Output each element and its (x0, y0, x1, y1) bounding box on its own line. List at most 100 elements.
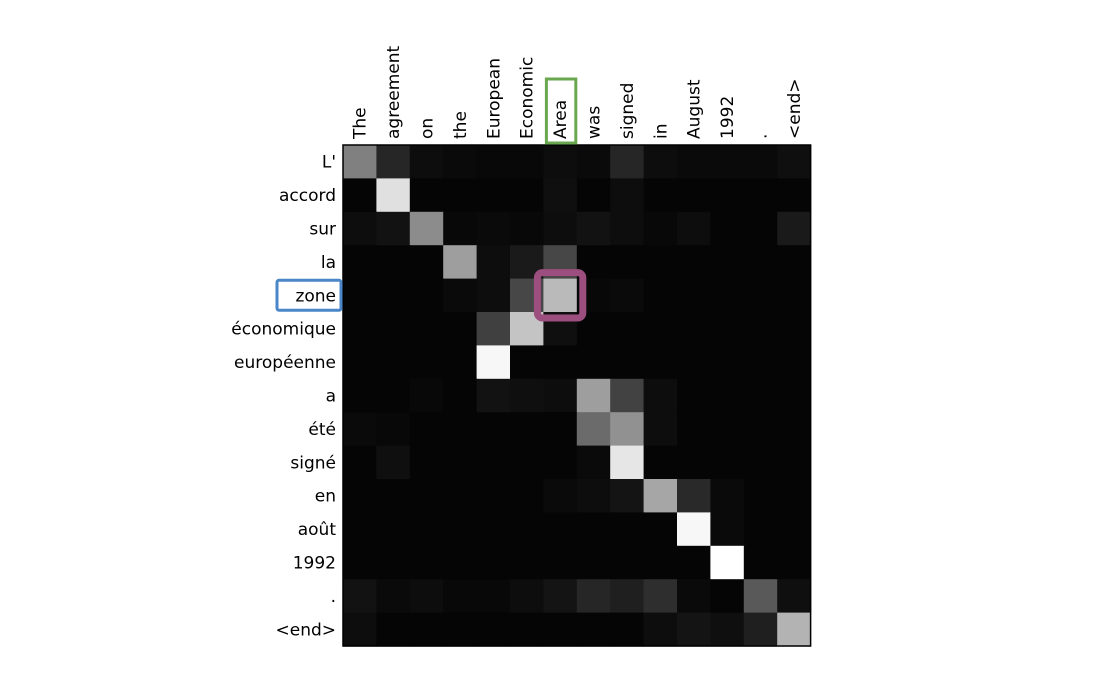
cell-14-1 (376, 612, 411, 647)
cell-11-13 (777, 512, 812, 547)
cell-0-9 (643, 145, 678, 179)
y-label-conomique: économique (231, 320, 336, 340)
highlight-x-area (544, 77, 578, 145)
cell-14-8 (610, 612, 645, 647)
cell-8-4 (476, 412, 511, 447)
x-tick-labels: The agreement on the European Economic Area was… (351, 45, 805, 140)
cell-2-10 (677, 211, 711, 246)
cell-9-9 (643, 445, 678, 480)
cell-7-4 (476, 378, 511, 413)
cell-0-7 (576, 145, 611, 179)
cell-6-1 (376, 345, 411, 380)
cell-8-0 (343, 412, 377, 447)
cell-6-13 (777, 345, 812, 380)
cell-0-5 (510, 145, 544, 179)
cell-12-13 (777, 545, 812, 580)
cell-9-13 (777, 445, 812, 480)
y-label-sign: signé (290, 453, 336, 473)
cell-6-4 (476, 345, 511, 380)
x-label-1992: 1992 (718, 96, 738, 139)
cell-10-4 (476, 479, 511, 513)
cell-14-2 (409, 612, 444, 647)
cell-1-5 (510, 178, 544, 213)
cell-8-3 (443, 412, 478, 447)
highlight-boxes (275, 77, 587, 322)
cell-1-9 (643, 178, 678, 213)
cell-4-11 (710, 278, 745, 313)
cell-8-2 (409, 412, 444, 447)
cell-2-6 (543, 211, 578, 246)
cell-6-7 (576, 345, 611, 380)
cell-2-0 (343, 211, 377, 246)
cell-13-4 (476, 579, 511, 614)
cell-0-13 (777, 145, 812, 179)
cell-9-2 (409, 445, 444, 480)
cell-10-3 (443, 479, 478, 513)
cell-14-5 (510, 612, 544, 647)
cell-9-8 (610, 445, 645, 480)
x-label-area: Area (551, 100, 571, 139)
highlight-y-zone (275, 278, 343, 312)
cell-12-2 (409, 545, 444, 580)
cell-12-12 (743, 545, 778, 580)
cell-3-9 (643, 245, 678, 280)
cell-14-7 (576, 612, 611, 647)
cell-11-8 (610, 512, 645, 547)
cell-3-10 (677, 245, 711, 280)
cell-2-5 (510, 211, 544, 246)
y-label-t: été (308, 420, 336, 440)
cell-10-7 (576, 479, 611, 513)
cell-9-11 (710, 445, 745, 480)
cell-8-6 (543, 412, 578, 447)
cell-5-12 (743, 312, 778, 346)
y-label-en: en (315, 487, 336, 507)
cell-4-2 (409, 278, 444, 313)
heatmap-cells (343, 145, 812, 647)
y-label-europ-enne: européenne (234, 353, 336, 373)
cell-10-1 (376, 479, 411, 513)
cell-7-11 (710, 378, 745, 413)
cell-3-8 (610, 245, 645, 280)
cell-4-9 (643, 278, 678, 313)
cell-6-8 (610, 345, 645, 380)
cell-1-2 (409, 178, 444, 213)
cell-14-13 (777, 612, 812, 647)
cell-1-12 (743, 178, 778, 213)
cell-13-1 (376, 579, 411, 614)
cell-8-7 (576, 412, 611, 447)
y-label-accord: accord (279, 186, 336, 206)
cell-2-3 (443, 211, 478, 246)
cell-11-5 (510, 512, 544, 547)
cell-13-0 (343, 579, 377, 614)
cell-7-9 (643, 378, 678, 413)
cell-13-10 (677, 579, 711, 614)
x-label-august: August (685, 79, 705, 139)
cell-2-13 (777, 211, 812, 246)
cell-5-8 (610, 312, 645, 346)
cell-1-13 (777, 178, 812, 213)
cell-7-5 (510, 378, 544, 413)
cell-8-13 (777, 412, 812, 447)
x-label-on: on (418, 118, 438, 139)
cell-5-9 (643, 312, 678, 346)
cell-13-9 (643, 579, 678, 614)
cell-4-3 (443, 278, 478, 313)
cell-9-4 (476, 445, 511, 480)
cell-9-0 (343, 445, 377, 480)
cell-6-9 (643, 345, 678, 380)
cell-5-3 (443, 312, 478, 346)
cell-1-10 (677, 178, 711, 213)
cell-12-3 (443, 545, 478, 580)
cell-8-11 (710, 412, 745, 447)
cell-11-6 (543, 512, 578, 547)
cell-8-12 (743, 412, 778, 447)
cell-13-3 (443, 579, 478, 614)
cell-14-0 (343, 612, 377, 647)
cell-7-6 (543, 378, 578, 413)
cell-11-4 (476, 512, 511, 547)
cell-13-8 (610, 579, 645, 614)
cell-7-0 (343, 378, 377, 413)
cell-4-13 (777, 278, 812, 313)
cell-14-10 (677, 612, 711, 647)
